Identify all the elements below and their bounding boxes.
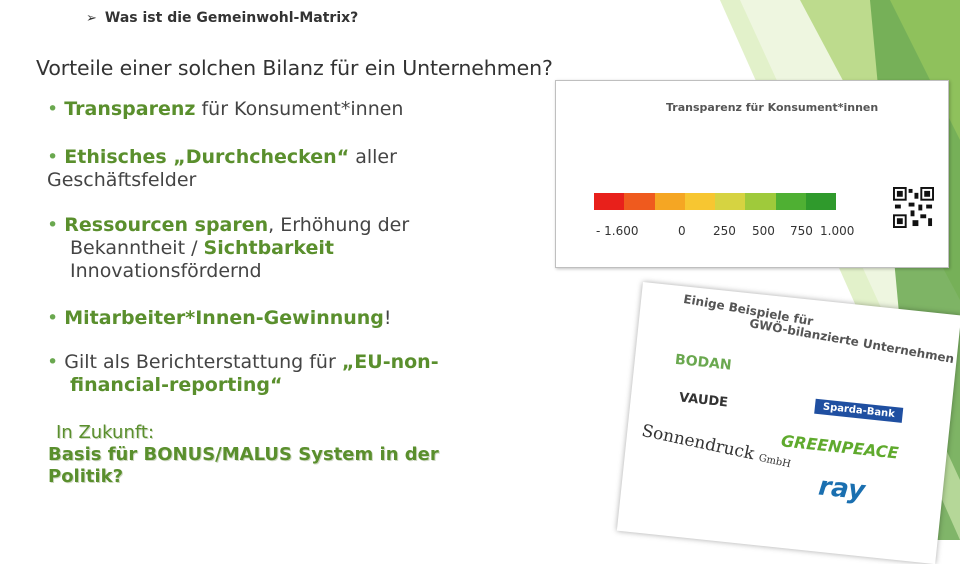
- scale-segment: [624, 193, 655, 210]
- bullet-mitarbeiter: • Mitarbeiter*Innen-Gewinnung!: [47, 307, 392, 329]
- scale-segment: [775, 193, 806, 210]
- scale-segment: [594, 193, 625, 210]
- tick-label: 750: [790, 224, 813, 238]
- transparency-scale-card: Transparenz für Konsument*innen - 1.600 …: [555, 80, 949, 268]
- vaude-logo: VAUDE: [678, 390, 729, 411]
- tick-label: 250: [713, 224, 736, 238]
- tick-label: 500: [752, 224, 775, 238]
- scale-segment: [684, 193, 715, 210]
- sonnendruck-logo: Sonnendruck GmbH: [639, 420, 792, 471]
- tick-label: 1.000: [820, 224, 855, 238]
- qr-code-icon: [893, 187, 934, 228]
- greenpeace-logo: GREENPEACE: [780, 431, 900, 463]
- color-scale-bar: [594, 193, 836, 210]
- bullet-berichterstattung: • Gilt als Berichterstattung für „EU-non…: [47, 351, 439, 396]
- sparda-bank-logo: Sparda-Bank: [814, 398, 904, 423]
- future-note: In Zukunft: Basis für BONUS/MALUS System…: [48, 422, 439, 487]
- slide-title: Vorteile einer solchen Bilanz für ein Un…: [36, 56, 553, 80]
- scale-segment: [805, 193, 836, 210]
- bullet-ressourcen: • Ressourcen sparen, Erhöhung der Bekann…: [47, 214, 410, 282]
- photo-title-line2: GWÖ-bilanzierte Unternehmen: [748, 316, 956, 367]
- scale-segment: [745, 193, 776, 210]
- tick-label: - 1.600: [596, 224, 639, 238]
- bullet-ethisches: • Ethisches „Durchchecken“ aller Geschäf…: [47, 146, 397, 191]
- section-header: ➢ Was ist die Gemeinwohl-Matrix?: [86, 10, 358, 26]
- card-title: Transparenz für Konsument*innen: [666, 101, 879, 114]
- ray-logo: ray: [817, 471, 867, 507]
- scale-segment: [715, 193, 746, 210]
- arrow-bullet-icon: ➢: [86, 10, 97, 26]
- bullet-transparenz: • Transparenz für Konsument*innen: [47, 98, 404, 120]
- tick-label: 0: [678, 224, 686, 238]
- example-companies-photo: Einige Beispiele für GWÖ-bilanzierte Unt…: [616, 282, 960, 564]
- bodan-logo: BODAN: [674, 351, 733, 374]
- header-text: Was ist die Gemeinwohl-Matrix?: [104, 10, 359, 26]
- scale-segment: [654, 193, 685, 210]
